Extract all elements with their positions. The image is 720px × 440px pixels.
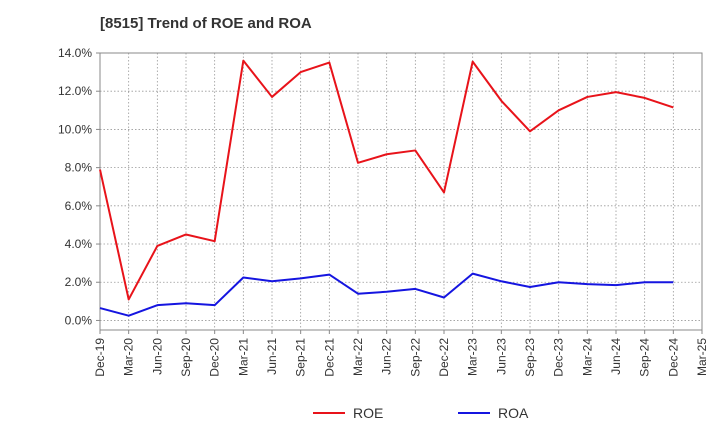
y-tick-label: 14.0% xyxy=(58,46,92,60)
x-tick-label: Dec-21 xyxy=(322,338,336,377)
y-tick-label: 6.0% xyxy=(65,199,93,213)
x-tick-label: Mar-21 xyxy=(236,338,250,376)
y-tick-label: 2.0% xyxy=(65,275,93,289)
legend: ROE ROA xyxy=(313,405,529,421)
plot-area-frame xyxy=(99,52,703,331)
legend-label-roa: ROA xyxy=(498,405,529,421)
x-tick-label: Mar-20 xyxy=(122,338,136,376)
y-axis-ticks: 0.0% 2.0% 4.0% 6.0% 8.0% 10.0% 12.0% 14.0% xyxy=(58,46,100,327)
x-tick-label: Jun-23 xyxy=(494,338,508,375)
x-tick-label: Dec-20 xyxy=(208,338,222,377)
x-tick-label: Mar-24 xyxy=(580,338,594,376)
chart-title: [8515] Trend of ROE and ROA xyxy=(100,15,312,32)
x-tick-label: Sep-24 xyxy=(638,338,652,377)
series-line-roe xyxy=(99,59,674,301)
x-tick-label: Dec-23 xyxy=(552,338,566,377)
x-axis-ticks: Dec-19 Mar-20 Jun-20 Sep-20 Dec-20 Mar-21 Jun-… xyxy=(93,330,709,377)
x-tick-label: Mar-22 xyxy=(351,338,365,376)
y-tick-label: 0.0% xyxy=(65,313,93,327)
legend-label-roe: ROE xyxy=(353,405,383,421)
x-tick-label: Sep-20 xyxy=(179,338,193,377)
x-tick-label: Dec-19 xyxy=(93,338,107,377)
series-lines xyxy=(99,59,674,317)
x-tick-label: Sep-22 xyxy=(408,338,422,377)
x-tick-label: Sep-21 xyxy=(294,338,308,377)
x-tick-label: Jun-24 xyxy=(609,338,623,375)
grid-lines xyxy=(100,53,702,330)
y-tick-label: 10.0% xyxy=(58,122,92,136)
x-tick-label: Mar-25 xyxy=(695,338,709,376)
x-tick-label: Jun-22 xyxy=(380,338,394,375)
x-tick-label: Jun-21 xyxy=(265,338,279,375)
y-tick-label: 4.0% xyxy=(65,237,93,251)
x-tick-label: Sep-23 xyxy=(523,338,537,377)
y-tick-label: 8.0% xyxy=(65,161,93,175)
series-line-roa xyxy=(99,272,674,317)
x-tick-label: Dec-22 xyxy=(437,338,451,377)
y-tick-label: 12.0% xyxy=(58,84,92,98)
x-tick-label: Jun-20 xyxy=(150,338,164,375)
x-tick-label: Mar-23 xyxy=(466,338,480,376)
x-tick-label: Dec-24 xyxy=(666,338,680,377)
